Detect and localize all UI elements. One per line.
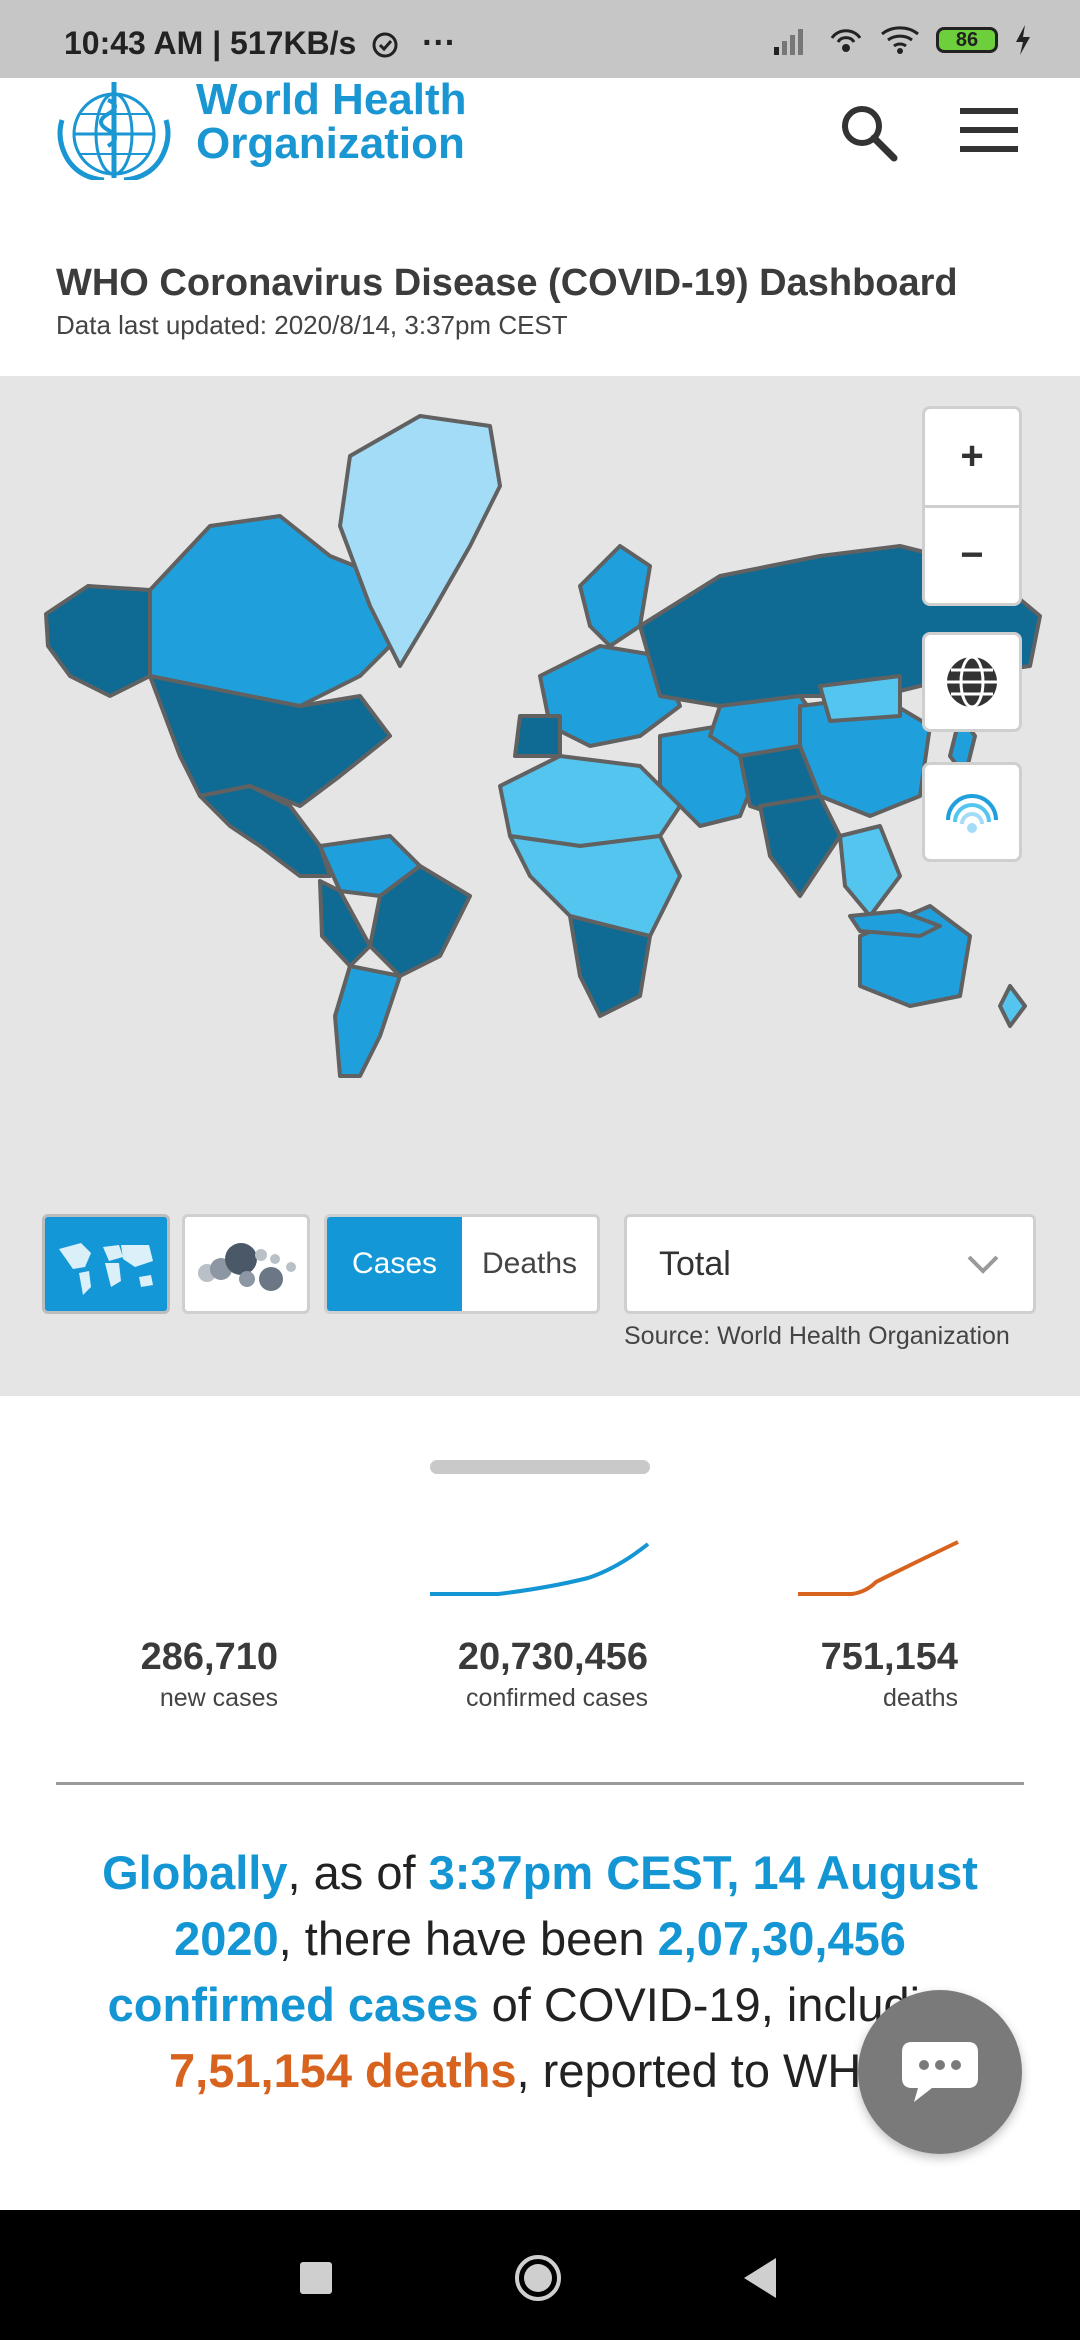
new-cases-label: new cases bbox=[159, 1684, 278, 1712]
country-southeast-asia bbox=[838, 824, 902, 918]
globe-icon bbox=[947, 655, 997, 709]
world-map-panel[interactable]: + − bbox=[0, 376, 1080, 1396]
country-alaska bbox=[44, 584, 152, 698]
country-usa bbox=[148, 674, 392, 808]
who-emblem-icon[interactable] bbox=[52, 80, 176, 180]
world-map-icon bbox=[59, 1243, 153, 1295]
zoom-controls: + − bbox=[922, 406, 1022, 606]
chat-bubble-icon bbox=[902, 2042, 978, 2102]
charging-icon bbox=[1016, 25, 1030, 55]
deaths-label: deaths bbox=[882, 1684, 958, 1712]
deaths-value: 751,154 bbox=[820, 1636, 958, 1678]
summary-deaths: 7,51,154 deaths bbox=[169, 2044, 517, 2097]
country-peru bbox=[318, 879, 372, 968]
home-icon[interactable] bbox=[513, 2253, 563, 2303]
confirmed-cases-trend-line bbox=[430, 1542, 650, 1596]
bubble-chart-icon bbox=[198, 1243, 296, 1291]
new-cases-value: 286,710 bbox=[140, 1636, 278, 1678]
bubble-view-toggle[interactable] bbox=[182, 1214, 310, 1314]
globe-button[interactable] bbox=[922, 632, 1022, 732]
country-india bbox=[758, 794, 842, 898]
country-indonesia bbox=[848, 909, 942, 938]
deaths-trend-line bbox=[798, 1540, 959, 1596]
broadcast-icon bbox=[946, 794, 998, 833]
search-icon[interactable] bbox=[836, 100, 900, 164]
confirmed-cases-label: confirmed cases bbox=[465, 1684, 648, 1712]
map-view-toggle[interactable] bbox=[42, 1214, 170, 1314]
confirmed-cases-value: 20,730,456 bbox=[457, 1636, 648, 1678]
country-greenland bbox=[338, 414, 502, 668]
metric-select[interactable]: Total bbox=[624, 1214, 1036, 1314]
global-summary: Globally, as of 3:37pm CEST, 14 August 2… bbox=[102, 1846, 978, 2097]
cases-deaths-toggle: Cases Deaths bbox=[324, 1214, 600, 1314]
section-divider bbox=[56, 1782, 1024, 1785]
status-icons: 86 bbox=[772, 20, 1032, 60]
status-time: 10:43 AM | 517KB/s ··· bbox=[64, 24, 457, 62]
country-spain bbox=[513, 714, 562, 758]
metric-select-value: Total bbox=[659, 1244, 731, 1283]
panel-drag-handle[interactable] bbox=[430, 1460, 650, 1474]
summary-date: 3:37pm CEST, 14 August 2020 bbox=[174, 1846, 978, 1965]
page-title: WHO Coronavirus Disease (COVID-19) Dashb… bbox=[56, 262, 958, 304]
country-new-zealand bbox=[998, 984, 1027, 1028]
deaths-toggle-button[interactable]: Deaths bbox=[462, 1217, 597, 1311]
back-icon[interactable] bbox=[740, 2256, 780, 2300]
country-mexico bbox=[198, 784, 332, 878]
more-indicator: ··· bbox=[422, 24, 457, 62]
country-north-africa bbox=[498, 754, 682, 848]
chat-button[interactable] bbox=[858, 1990, 1022, 2154]
who-logo-text[interactable]: World Health Organization bbox=[196, 75, 467, 168]
broadcast-button[interactable] bbox=[922, 762, 1022, 862]
recent-apps-icon[interactable] bbox=[300, 2262, 332, 2294]
country-argentina-chile bbox=[333, 964, 402, 1078]
site-header bbox=[0, 78, 1080, 198]
hamburger-menu-icon[interactable] bbox=[958, 104, 1020, 156]
zoom-in-button[interactable]: + bbox=[960, 434, 984, 479]
alarm-icon bbox=[372, 32, 398, 58]
signal-icon bbox=[774, 29, 803, 55]
country-south-africa bbox=[568, 914, 652, 1018]
zoom-out-button[interactable]: − bbox=[925, 504, 1019, 604]
status-bar: 10:43 AM | 517KB/s ··· 86 bbox=[0, 0, 1080, 78]
hotspot-icon bbox=[830, 29, 862, 52]
country-mongolia bbox=[818, 674, 902, 723]
cases-toggle-button[interactable]: Cases bbox=[327, 1217, 462, 1311]
last-updated-text: Data last updated: 2020/8/14, 3:37pm CES… bbox=[56, 310, 568, 340]
map-source: Source: World Health Organization bbox=[624, 1322, 1010, 1350]
world-map[interactable] bbox=[0, 376, 1080, 1136]
chevron-down-icon bbox=[967, 1255, 999, 1274]
wifi-icon bbox=[881, 26, 919, 54]
battery-indicator: 86 bbox=[936, 27, 998, 53]
summary-globally[interactable]: Globally bbox=[102, 1846, 288, 1899]
summary-cases: 2,07,30,456 confirmed cases bbox=[107, 1912, 906, 2031]
